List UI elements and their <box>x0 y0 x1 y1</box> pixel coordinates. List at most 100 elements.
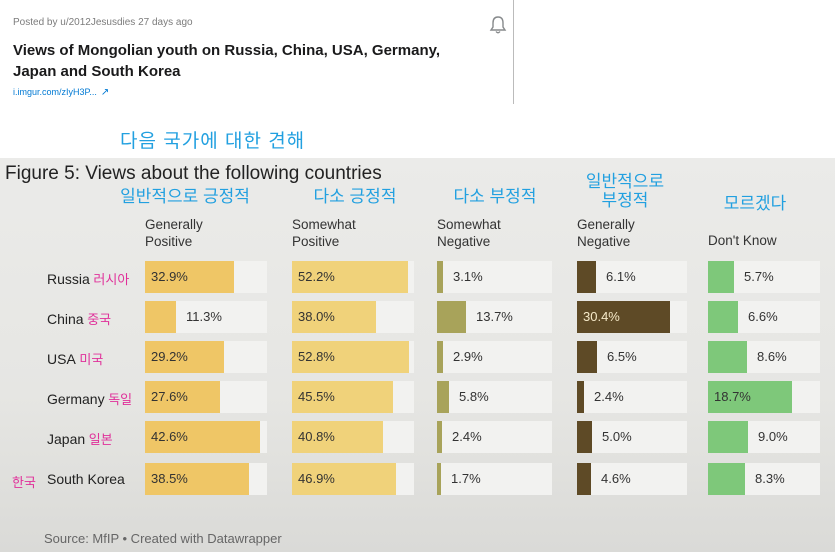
bar-value-label: 29.2% <box>151 349 188 364</box>
row-label-kr: 독일 <box>104 392 133 407</box>
series-header-line1: Generally <box>145 217 203 232</box>
bar-value-label: 2.9% <box>453 349 483 364</box>
series-kr-label: 일반적으로 긍정적 <box>90 187 280 206</box>
row-label: Russia 러시아 <box>47 269 129 288</box>
bar-value-label: 45.5% <box>298 389 335 404</box>
chart-title: Figure 5: Views about the following coun… <box>5 163 382 184</box>
bar-value-label: 3.1% <box>453 269 483 284</box>
series-header-line2: Positive <box>145 234 193 249</box>
bar-value-label: 5.8% <box>459 389 489 404</box>
row-label-kr: 미국 <box>75 352 104 367</box>
bar <box>708 341 747 373</box>
series-kr-label: 다소 긍정적 <box>290 187 420 206</box>
bar <box>577 463 591 495</box>
bar <box>292 261 408 293</box>
bar-value-label: 1.7% <box>451 471 481 486</box>
bar-track <box>437 463 552 495</box>
row-label-en: Russia <box>47 271 90 287</box>
bar-value-label: 46.9% <box>298 471 335 486</box>
series-header-line2: Negative <box>577 234 631 249</box>
series-kr-label-line1: 다소 긍정적 <box>313 187 397 206</box>
post-title[interactable]: Views of Mongolian youth on Russia, Chin… <box>13 42 441 80</box>
bar <box>145 301 176 333</box>
bar-value-label: 2.4% <box>594 389 624 404</box>
bar <box>708 463 745 495</box>
bar-track <box>437 261 552 293</box>
row-label: China 중국 <box>47 309 111 328</box>
bar-track <box>577 463 687 495</box>
bar-value-label: 32.9% <box>151 269 188 284</box>
bar-value-label: 52.8% <box>298 349 335 364</box>
series-header-line2: Positive <box>292 234 340 249</box>
bar-track <box>437 341 552 373</box>
bar <box>437 301 466 333</box>
row-label-kr: 러시아 <box>89 272 130 287</box>
row-label: Germany 독일 <box>47 389 132 408</box>
bar-value-label: 6.1% <box>606 269 636 284</box>
bar <box>437 261 443 293</box>
series-header: Somewhat Negative <box>437 216 501 250</box>
series-header-line1: Somewhat <box>292 217 356 232</box>
bar <box>145 463 249 495</box>
bar-value-label: 2.4% <box>452 429 482 444</box>
row-label: Japan 일본 <box>47 429 113 448</box>
bar-value-label: 13.7% <box>476 309 513 324</box>
series-header-line2: Negative <box>437 234 491 249</box>
bar-value-label: 4.6% <box>601 471 631 486</box>
bar-value-label: 38.5% <box>151 471 188 486</box>
bell-icon[interactable] <box>489 15 507 35</box>
post-link[interactable]: i.imgur.com/zIyH3P... ↗ <box>13 87 109 98</box>
series-kr-label-line1: 다소 부정적 <box>453 187 537 206</box>
bar-value-label: 6.5% <box>607 349 637 364</box>
bar <box>292 341 409 373</box>
series-kr-label: 모르겠다 <box>700 194 810 213</box>
bar <box>708 421 748 453</box>
bar-value-label: 27.6% <box>151 389 188 404</box>
bar <box>292 381 393 413</box>
reddit-post: Posted by u/2012Jesusdies 27 days ago Vi… <box>0 0 514 104</box>
bar <box>577 341 597 373</box>
series-kr-label-line1: 모르겠다 <box>723 194 787 213</box>
bar <box>708 261 734 293</box>
bar <box>577 421 592 453</box>
bar-value-label: 8.6% <box>757 349 787 364</box>
row-label-en: Germany <box>47 391 105 407</box>
bar-value-label: 38.0% <box>298 309 335 324</box>
bar-value-label: 40.8% <box>298 429 335 444</box>
post-meta: Posted by u/2012Jesusdies 27 days ago <box>13 17 193 28</box>
post-link-text[interactable]: i.imgur.com/zIyH3P... <box>13 87 97 97</box>
series-header: Don't Know <box>708 232 777 249</box>
row-label-kr: 중국 <box>83 312 112 327</box>
bar-value-label: 8.3% <box>755 471 785 486</box>
bar-track <box>577 381 687 413</box>
series-header-line1: Somewhat <box>437 217 501 232</box>
bar <box>292 421 383 453</box>
bar <box>145 261 234 293</box>
bar <box>292 301 376 333</box>
row-label: USA 미국 <box>47 349 103 368</box>
bar-track <box>437 421 552 453</box>
bar-value-label: 6.6% <box>748 309 778 324</box>
series-header: Somewhat Positive <box>292 216 356 250</box>
chart-photo <box>0 158 835 552</box>
bar <box>577 381 584 413</box>
row-label-en: USA <box>47 351 76 367</box>
row-label-en: China <box>47 311 84 327</box>
series-header: Generally Positive <box>145 216 203 250</box>
bar-value-label: 42.6% <box>151 429 188 444</box>
bar <box>437 463 441 495</box>
series-header-line1: Generally <box>577 217 635 232</box>
bar-value-label: 18.7% <box>714 389 751 404</box>
bar-track <box>437 381 552 413</box>
bar <box>292 463 396 495</box>
bar <box>708 381 792 413</box>
bar <box>145 421 260 453</box>
series-kr-label: 일반적으로 부정적 <box>560 172 690 210</box>
bar-value-label: 30.4% <box>583 309 620 324</box>
bar <box>145 381 220 413</box>
series-kr-label-line1: 일반적으로 <box>585 172 665 191</box>
external-link-icon: ↗ <box>100 87 110 98</box>
bar-track <box>577 421 687 453</box>
row-label: South Korea <box>47 471 125 487</box>
series-kr-label: 다소 부정적 <box>430 187 560 206</box>
